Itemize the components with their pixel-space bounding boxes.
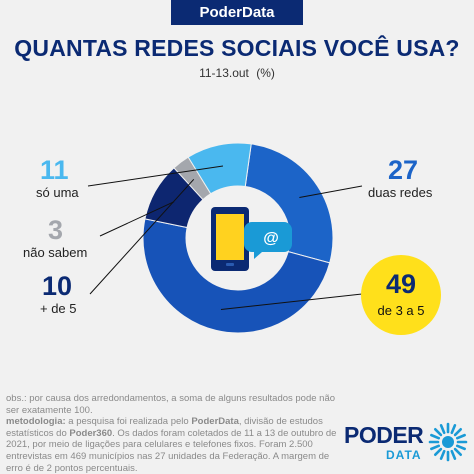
highlight-badge: 49 de 3 a 5 — [361, 255, 441, 335]
sun-ray — [439, 424, 446, 435]
label-value-so-uma: 11 — [40, 155, 69, 185]
sun-ray — [430, 444, 441, 451]
phone-button — [226, 263, 234, 266]
metodologia-poderdata: PoderData — [191, 416, 239, 428]
logo-bottom-text: DATA — [386, 448, 422, 462]
chart-title: QUANTAS REDES SOCIAIS VOCÊ USA? — [14, 35, 460, 61]
subtitle-date: 11-13.out — [199, 66, 249, 80]
sun-ray — [450, 424, 457, 435]
label-value-de-3-a-5: 49 — [385, 269, 417, 299]
sun-ray — [453, 427, 463, 437]
leader-line-n-o-sabem — [89, 178, 195, 295]
sun-ray — [433, 427, 443, 437]
sun-ray — [439, 449, 446, 460]
sun-ray — [433, 447, 443, 457]
at-symbol: @ — [263, 230, 279, 247]
leader-line-de-3-a-5 — [220, 293, 363, 310]
label-value-nao-sabem: 3 — [48, 215, 64, 245]
label-text-so-uma: só uma — [36, 185, 79, 200]
leader-line-s-uma — [87, 165, 224, 187]
metodologia-poder360: Poder360 — [69, 427, 113, 439]
brand-tab: PoderData — [171, 0, 303, 25]
chart-subtitle: 11-13.out (%) — [0, 66, 474, 80]
metodologia-text-1: a pesquisa foi realizada pelo — [65, 416, 192, 428]
slice-de-3-a-5 — [142, 218, 331, 334]
obs-note: obs.: por causa dos arredondamentos, a s… — [6, 393, 336, 416]
label-text-de-3-a-5: de 3 a 5 — [377, 303, 425, 318]
metodologia-text-3: . Os dados foram coletados de 11 a 13 de… — [6, 427, 337, 474]
sun-ray — [430, 433, 441, 440]
poderdata-logo: PODER DATA — [344, 420, 470, 468]
sun-ray — [455, 444, 466, 451]
sun-ray — [453, 447, 463, 457]
logo-top-text: PODER — [344, 422, 424, 448]
subtitle-unit: (%) — [256, 66, 275, 80]
metodologia-text-2: , divisão de estudos estatísticos do — [6, 416, 323, 439]
label-text-nao-sabem: não sabem — [23, 245, 88, 260]
phone-screen — [216, 214, 244, 260]
label-value-duas-redes: 27 — [388, 155, 419, 185]
leader-line--de-5 — [99, 201, 175, 237]
slice-s-uma — [187, 142, 252, 195]
poderdata-sun-icon — [428, 422, 468, 462]
sun-ray — [450, 449, 457, 460]
slice-duas-redes — [244, 143, 334, 264]
label-value-mais-de-5: 10 — [42, 271, 73, 301]
smartphone-at-icon: @ — [211, 207, 292, 271]
leader-line-duas-redes — [299, 185, 363, 199]
label-text-mais-de-5: + de 5 — [40, 301, 77, 316]
sun-ray — [455, 433, 466, 440]
footnotes: obs.: por causa dos arredondamentos, a s… — [6, 393, 346, 474]
metodologia-label: metodologia: — [6, 416, 66, 428]
label-text-duas-redes: duas redes — [368, 185, 433, 200]
chat-bubble — [244, 222, 292, 259]
